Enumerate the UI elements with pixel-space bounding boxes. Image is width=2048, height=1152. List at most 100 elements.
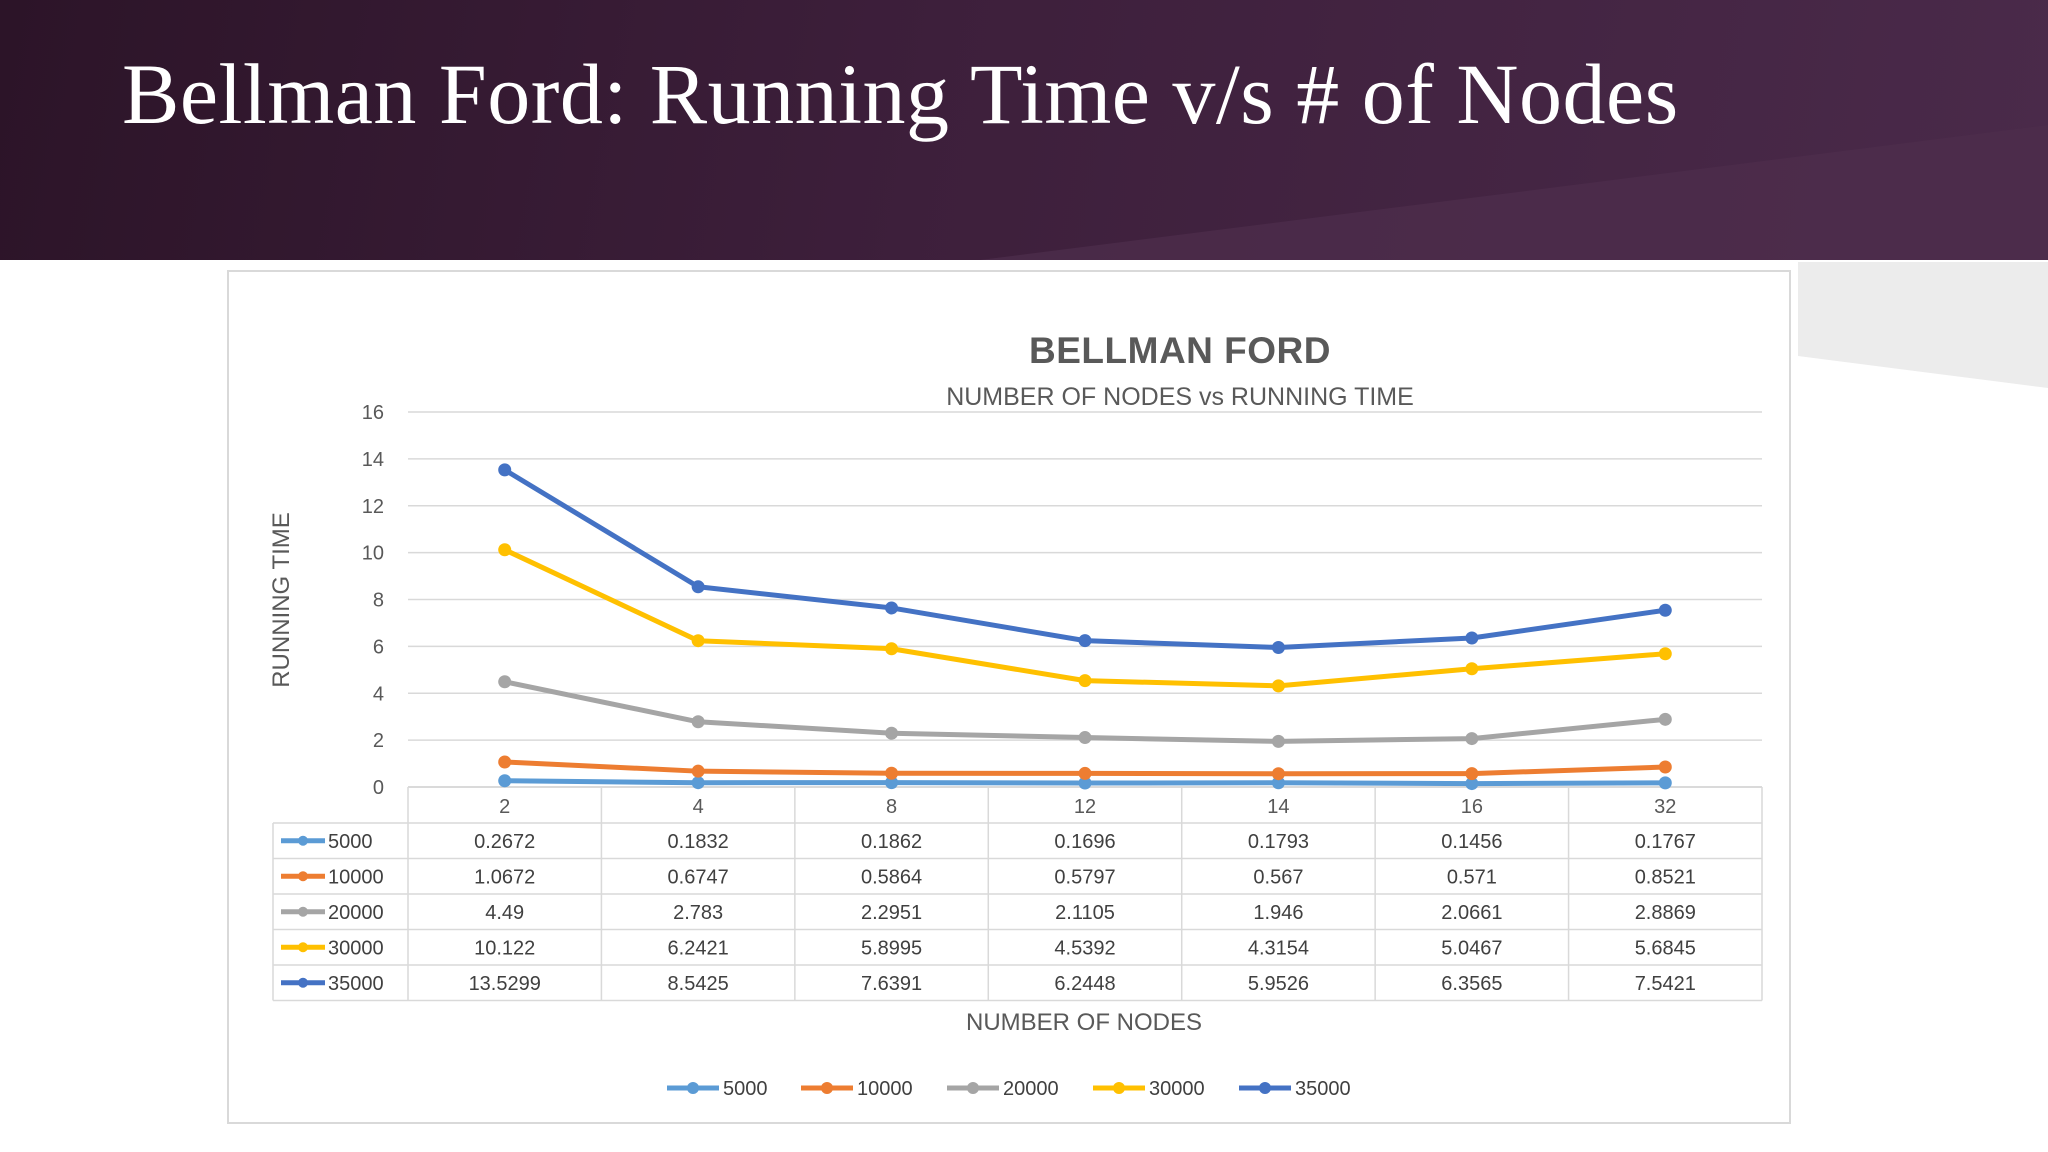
decorative-grey-band (1798, 262, 2048, 388)
table-cell-value: 10.122 (474, 937, 535, 959)
table-cell-value: 13.5299 (469, 973, 541, 995)
table-series-name: 35000 (328, 973, 384, 995)
x-category-label: 12 (1074, 796, 1096, 818)
table-cell-value: 5.6845 (1635, 937, 1696, 959)
x-category-label: 2 (499, 796, 510, 818)
table-cell-value: 5.8995 (861, 937, 922, 959)
table-legend-key-marker (298, 942, 308, 953)
table-cell-value: 0.2672 (474, 831, 535, 853)
table-cell-value: 0.1832 (668, 831, 729, 853)
legend-key-marker (967, 1082, 979, 1094)
data-point (691, 580, 705, 594)
y-tick-label: 8 (373, 590, 384, 612)
data-point (1078, 634, 1092, 648)
table-cell-value: 0.1767 (1635, 831, 1696, 853)
data-point (1658, 647, 1672, 661)
table-cell-value: 1.946 (1253, 902, 1303, 924)
series-lines (498, 463, 1672, 791)
data-point (691, 634, 705, 648)
data-point (885, 766, 899, 780)
legend: 5000 10000 20000 30000 35000 (667, 1078, 1351, 1100)
data-table: 2 4 8 12 14 16 32 5000 0.2672 0.1832 0.1862 0.1696 0… (272, 786, 1763, 1002)
data-point (498, 543, 512, 557)
legend-key-marker (687, 1082, 699, 1094)
data-point (885, 642, 899, 656)
y-tick-label: 10 (362, 543, 384, 565)
table-cell-value: 1.0672 (474, 866, 535, 888)
x-category-label: 16 (1461, 796, 1483, 818)
table-cell-value: 4.5392 (1054, 937, 1115, 959)
table-legend-key-marker (298, 835, 308, 846)
chart-subtitle: NUMBER OF NODES vs RUNNING TIME (946, 383, 1414, 411)
data-point (498, 774, 512, 788)
data-point (691, 764, 705, 778)
table-cell-value: 5.9526 (1248, 973, 1309, 995)
table-cell-value: 6.2448 (1054, 973, 1115, 995)
legend-label: 30000 (1149, 1078, 1205, 1100)
data-point (885, 776, 899, 790)
table-series-name: 10000 (328, 866, 384, 888)
x-category-label: 14 (1267, 796, 1289, 818)
table-cell-value: 0.1696 (1054, 831, 1115, 853)
title-banner: Bellman Ford: Running Time v/s # of Node… (0, 0, 2048, 260)
table-cell-value: 0.5797 (1054, 866, 1115, 888)
table-cell-value: 6.3565 (1441, 973, 1502, 995)
table-cell-value: 2.2951 (861, 902, 922, 924)
table-cell-value: 5.0467 (1441, 937, 1502, 959)
table-cell-value: 0.5864 (861, 866, 922, 888)
table-legend-key-marker (298, 906, 308, 917)
data-point (1465, 732, 1479, 746)
table-cell-value: 0.571 (1447, 866, 1497, 888)
table-cell-value: 2.8869 (1635, 902, 1696, 924)
data-point (1078, 776, 1092, 790)
data-point (498, 755, 512, 769)
data-point (1658, 776, 1672, 790)
x-axis-title: NUMBER OF NODES (966, 1009, 1202, 1036)
data-point (1078, 674, 1092, 688)
chart-frame: BELLMAN FORD NUMBER OF NODES vs RUNNING … (227, 270, 1791, 1124)
data-point (1658, 712, 1672, 726)
banner-accent-shape (980, 125, 2048, 260)
data-point (885, 601, 899, 615)
legend-key-marker (821, 1082, 833, 1094)
table-cell-value: 0.567 (1253, 866, 1303, 888)
legend-key-marker (1113, 1082, 1125, 1094)
table-series-name: 30000 (328, 937, 384, 959)
data-point (691, 776, 705, 790)
table-cell-value: 7.6391 (861, 973, 922, 995)
data-point (1658, 760, 1672, 774)
table-legend-key-marker (298, 977, 308, 988)
data-point (885, 726, 899, 740)
data-point (1465, 777, 1479, 791)
table-cell-value: 4.3154 (1248, 937, 1309, 959)
data-point (1465, 631, 1479, 645)
table-cell-value: 2.0661 (1441, 902, 1502, 924)
table-cell-value: 2.1105 (1055, 902, 1115, 924)
data-point (1271, 679, 1285, 693)
data-point (1271, 734, 1285, 748)
y-tick-label: 2 (373, 730, 384, 752)
table-cell-value: 0.1456 (1441, 831, 1502, 853)
data-point (1465, 767, 1479, 781)
table-cell-value: 0.1793 (1248, 831, 1309, 853)
table-cell-value: 0.1862 (861, 831, 922, 853)
data-point (1078, 766, 1092, 780)
x-category-label: 4 (693, 796, 704, 818)
series-line-30000 (502, 547, 1668, 689)
table-series-name: 20000 (328, 902, 384, 924)
data-point (1271, 640, 1285, 654)
slide-title: Bellman Ford: Running Time v/s # of Node… (122, 46, 1679, 142)
chart-title: BELLMAN FORD (1029, 330, 1331, 371)
table-legend-key-marker (298, 871, 308, 882)
table-cell-value: 0.8521 (1635, 866, 1696, 888)
y-tick-label: 12 (362, 496, 384, 518)
data-point (498, 463, 512, 477)
table-cell-value: 8.5425 (668, 973, 729, 995)
legend-label: 10000 (857, 1078, 913, 1100)
y-tick-label: 6 (373, 636, 384, 658)
legend-label: 20000 (1003, 1078, 1059, 1100)
legend-label: 35000 (1295, 1078, 1351, 1100)
x-category-label: 8 (886, 796, 897, 818)
y-tick-label: 16 (362, 402, 384, 424)
y-axis-ticks: 0 2 4 6 8 10 12 14 16 (362, 402, 384, 799)
